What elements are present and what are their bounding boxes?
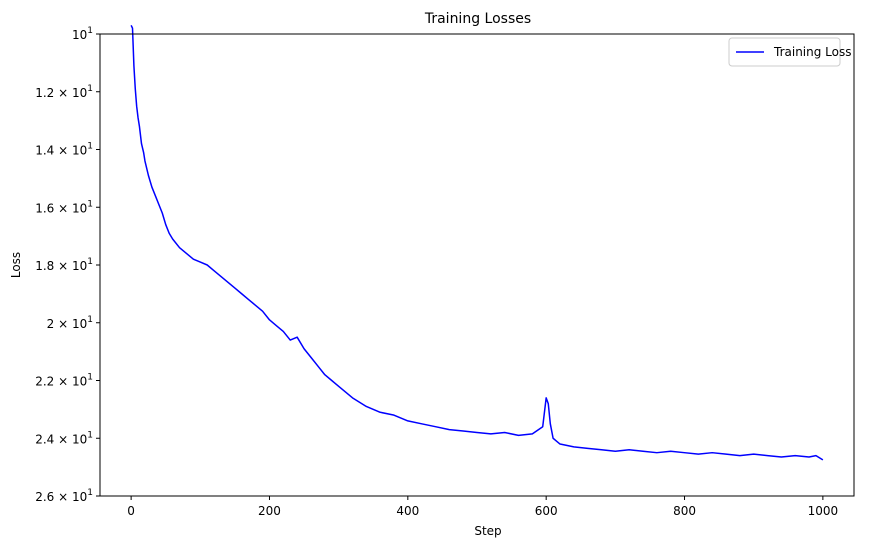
x-axis-title: Step [474,524,501,538]
plot-area [130,25,824,461]
x-tick-label: 400 [396,504,419,518]
training-loss-line [130,25,824,461]
legend: Training Loss [728,37,851,67]
plot-frame [99,33,855,497]
y-tick-label: 2 × 101 [47,315,93,331]
legend-box [728,37,841,67]
y-tick-label: 101 [72,26,93,42]
axes: 0 200 400 600 800 1000 101 1.2 × 101 1.4 × 101 1.… [35,26,855,518]
y-tick-label: 2.6 × 101 [35,488,93,504]
y-tick-label: 2.4 × 101 [35,430,93,446]
x-tick-label: 200 [258,504,281,518]
x-tick-label: 800 [673,504,696,518]
y-tick-label: 1.8 × 101 [35,257,93,273]
y-tick-label: 2.2 × 101 [35,373,93,389]
y-tick-label: 1.6 × 101 [35,199,93,215]
x-tick-label: 600 [535,504,558,518]
chart-title: Training Losses [424,11,531,27]
y-axis-title: Loss [9,252,23,278]
y-tick-label: 1.2 × 101 [35,84,93,100]
x-tick-label: 1000 [808,504,839,518]
x-tick-label: 0 [127,504,135,518]
legend-label: Training Loss [773,45,851,59]
y-tick-label: 1.4 × 101 [35,142,93,158]
